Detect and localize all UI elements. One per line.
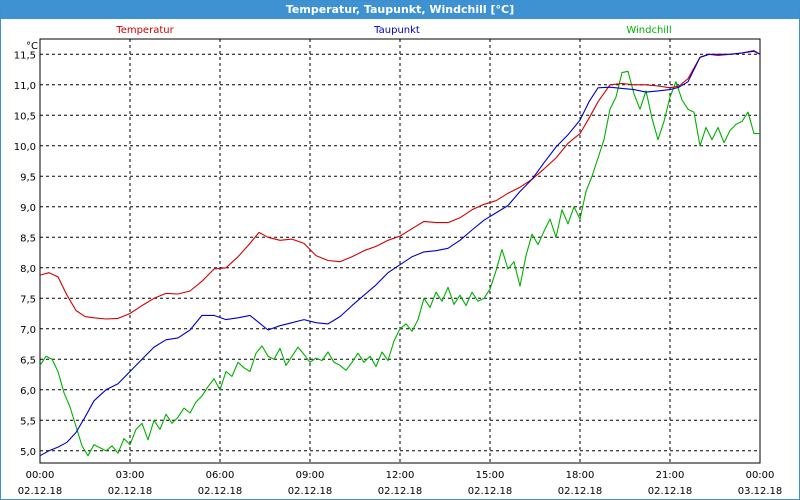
- x-tick-date: 02.12.18: [648, 486, 693, 497]
- legend-taupunkt: Taupunkt: [373, 25, 420, 36]
- x-tick-time: 09:00: [296, 470, 325, 481]
- y-tick-label: 5,0: [20, 447, 36, 458]
- window-title: Temperatur, Taupunkt, Windchill [°C]: [1, 1, 799, 19]
- y-tick-label: 10,5: [14, 111, 36, 122]
- legend-temperatur: Temperatur: [115, 25, 174, 36]
- x-tick-date: 03.12.18: [738, 486, 783, 497]
- y-tick-label: 5,5: [20, 416, 36, 427]
- y-tick-label: 8,0: [20, 264, 36, 275]
- plot-frame: [39, 38, 761, 464]
- x-tick-time: 03:00: [116, 470, 145, 481]
- x-tick-time: 18:00: [566, 470, 595, 481]
- legend-windchill: Windchill: [626, 25, 671, 36]
- x-tick-date: 02.12.18: [18, 486, 63, 497]
- x-tick-time: 00:00: [26, 470, 55, 481]
- series-line-windchill: [39, 70, 760, 457]
- y-tick-label: 7,0: [20, 325, 36, 336]
- x-tick-date: 02.12.18: [468, 486, 513, 497]
- y-tick-label: 7,5: [20, 294, 36, 305]
- x-tick-date: 02.12.18: [108, 486, 153, 497]
- y-tick-label: 9,5: [20, 172, 36, 183]
- x-tick-date: 02.12.18: [198, 486, 243, 497]
- x-tick-time: 15:00: [476, 470, 505, 481]
- y-tick-label: 10,0: [14, 142, 36, 153]
- series-line-taupunkt: [39, 50, 761, 457]
- series-line-temperatur: [39, 50, 761, 320]
- y-tick-label: 6,0: [20, 386, 36, 397]
- y-tick-label: 11,5: [14, 50, 36, 61]
- x-tick-date: 02.12.18: [288, 486, 333, 497]
- x-tick-time: 21:00: [656, 470, 685, 481]
- y-tick-label: 11,0: [14, 81, 36, 92]
- y-axis-label: °C: [26, 41, 38, 52]
- x-tick-time: 12:00: [386, 470, 415, 481]
- x-tick-time: 00:00: [746, 470, 775, 481]
- x-tick-date: 02.12.18: [558, 486, 603, 497]
- x-tick-date: 02.12.18: [378, 486, 423, 497]
- y-tick-label: 9,0: [20, 203, 36, 214]
- y-tick-label: 8,5: [20, 233, 36, 244]
- y-tick-label: 6,5: [20, 355, 36, 366]
- x-tick-time: 06:00: [206, 470, 235, 481]
